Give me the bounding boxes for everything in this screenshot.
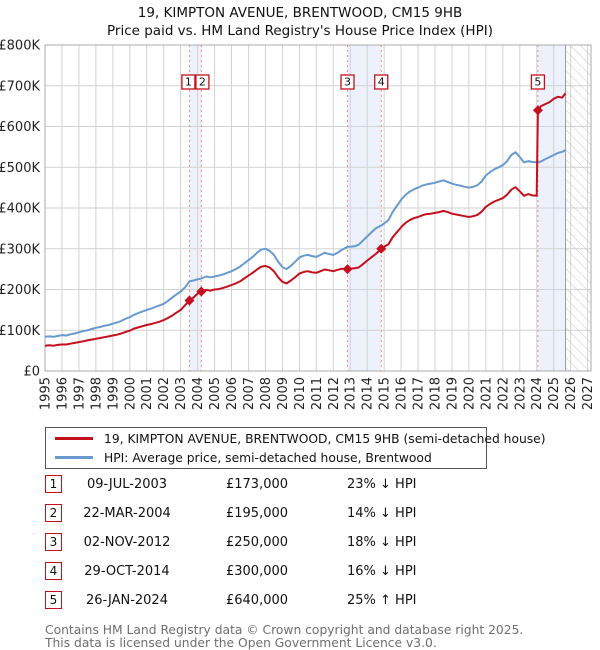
svg-text:£100K: £100K — [0, 324, 40, 339]
hpi-line-swatch — [55, 456, 93, 459]
svg-text:2008: 2008 — [259, 377, 274, 410]
license-footer: Contains HM Land Registry data © Crown c… — [45, 624, 523, 649]
sale-date: 02-NOV-2012 — [83, 534, 171, 550]
svg-text:2025: 2025 — [547, 377, 562, 410]
svg-text:£800K: £800K — [0, 39, 40, 54]
sale-price: £640,000 — [225, 592, 289, 608]
svg-text:£600K: £600K — [0, 120, 40, 135]
price-chart: £0 £100K £200K £300K £400K £500K £600K £700K £80… — [0, 39, 596, 411]
svg-text:2011: 2011 — [310, 377, 325, 410]
svg-text:2017: 2017 — [412, 377, 427, 410]
svg-text:2005: 2005 — [208, 377, 223, 410]
sale-price: £173,000 — [225, 476, 289, 492]
legend-label-price: 19, KIMPTON AVENUE, BRENTWOOD, CM15 9HB … — [104, 431, 546, 446]
legend-item-price: 19, KIMPTON AVENUE, BRENTWOOD, CM15 9HB … — [46, 431, 546, 447]
sale-vs-hpi: 16% ↓ HPI — [347, 563, 417, 579]
footer-line-2: This data is licensed under the Open Gov… — [45, 635, 437, 650]
svg-text:2023: 2023 — [513, 377, 528, 410]
sale-row-2: 2 22-MAR-2004 £195,000 14% ↓ HPI — [45, 503, 417, 523]
svg-text:2000: 2000 — [123, 377, 138, 410]
svg-text:2010: 2010 — [293, 377, 308, 410]
sale-price: £250,000 — [225, 534, 289, 550]
svg-text:£700K: £700K — [0, 79, 40, 94]
price-line-swatch — [55, 437, 93, 440]
svg-text:2002: 2002 — [157, 377, 172, 410]
sale-price: £300,000 — [225, 563, 289, 579]
svg-text:2015: 2015 — [378, 377, 393, 410]
svg-text:2024: 2024 — [530, 377, 545, 410]
svg-text:3: 3 — [344, 76, 351, 89]
svg-text:2022: 2022 — [496, 377, 511, 410]
sale-price: £195,000 — [225, 505, 289, 521]
svg-text:£400K: £400K — [0, 202, 40, 217]
sale-row-3: 3 02-NOV-2012 £250,000 18% ↓ HPI — [45, 532, 417, 552]
sale-row-1: 1 09-JUL-2003 £173,000 23% ↓ HPI — [45, 474, 417, 494]
svg-text:2019: 2019 — [445, 377, 460, 410]
svg-text:2007: 2007 — [242, 377, 257, 410]
svg-text:1995: 1995 — [39, 377, 54, 410]
sale-vs-hpi: 18% ↓ HPI — [347, 534, 417, 550]
svg-text:1996: 1996 — [55, 377, 70, 410]
svg-text:£0: £0 — [23, 365, 40, 380]
legend-label-hpi: HPI: Average price, semi-detached house,… — [104, 450, 432, 465]
svg-text:2016: 2016 — [395, 377, 410, 410]
svg-text:2: 2 — [199, 76, 206, 89]
svg-text:2018: 2018 — [429, 377, 444, 410]
svg-text:2014: 2014 — [361, 377, 376, 410]
sale-date: 29-OCT-2014 — [84, 563, 170, 579]
legend: 19, KIMPTON AVENUE, BRENTWOOD, CM15 9HB … — [45, 427, 546, 469]
sale-date: 26-JAN-2024 — [86, 592, 168, 608]
svg-text:£200K: £200K — [0, 283, 40, 298]
svg-text:2006: 2006 — [225, 377, 240, 410]
sale-row-4: 4 29-OCT-2014 £300,000 16% ↓ HPI — [45, 561, 417, 581]
page-title: 19, KIMPTON AVENUE, BRENTWOOD, CM15 9HB — [137, 5, 463, 21]
svg-text:1999: 1999 — [106, 377, 121, 410]
svg-text:2003: 2003 — [174, 377, 189, 410]
svg-text:2027: 2027 — [581, 377, 596, 410]
svg-text:1: 1 — [185, 76, 192, 89]
legend-item-hpi: HPI: Average price, semi-detached house,… — [46, 450, 486, 466]
sale-number-badge: 1 — [45, 475, 62, 493]
sale-vs-hpi: 25% ↑ HPI — [347, 592, 417, 608]
svg-text:4: 4 — [378, 76, 385, 89]
svg-text:2020: 2020 — [462, 377, 477, 410]
svg-text:2026: 2026 — [564, 377, 579, 410]
page-subtitle: Price paid vs. HM Land Registry's House … — [107, 23, 493, 39]
sale-number-badge: 5 — [45, 591, 62, 609]
sale-number-badge: 2 — [45, 504, 62, 522]
sale-number-badge: 4 — [45, 562, 62, 580]
svg-text:5: 5 — [534, 76, 541, 89]
footer-line-1: Contains HM Land Registry data © Crown c… — [45, 623, 524, 637]
svg-text:2009: 2009 — [276, 377, 291, 410]
svg-text:1997: 1997 — [72, 377, 87, 410]
svg-text:2004: 2004 — [191, 377, 206, 410]
svg-text:2012: 2012 — [327, 377, 342, 410]
svg-text:£500K: £500K — [0, 161, 40, 176]
sale-date: 09-JUL-2003 — [86, 476, 168, 492]
sale-number-badge: 3 — [45, 533, 62, 551]
sale-vs-hpi: 23% ↓ HPI — [347, 476, 417, 492]
svg-text:2021: 2021 — [479, 377, 494, 410]
sale-row-5: 5 26-JAN-2024 £640,000 25% ↑ HPI — [45, 590, 417, 610]
sale-vs-hpi: 14% ↓ HPI — [347, 505, 417, 521]
svg-text:2013: 2013 — [344, 377, 359, 410]
svg-text:£300K: £300K — [0, 242, 40, 257]
svg-text:1998: 1998 — [89, 377, 104, 410]
sale-date: 22-MAR-2004 — [83, 505, 171, 521]
svg-text:2001: 2001 — [140, 377, 155, 410]
